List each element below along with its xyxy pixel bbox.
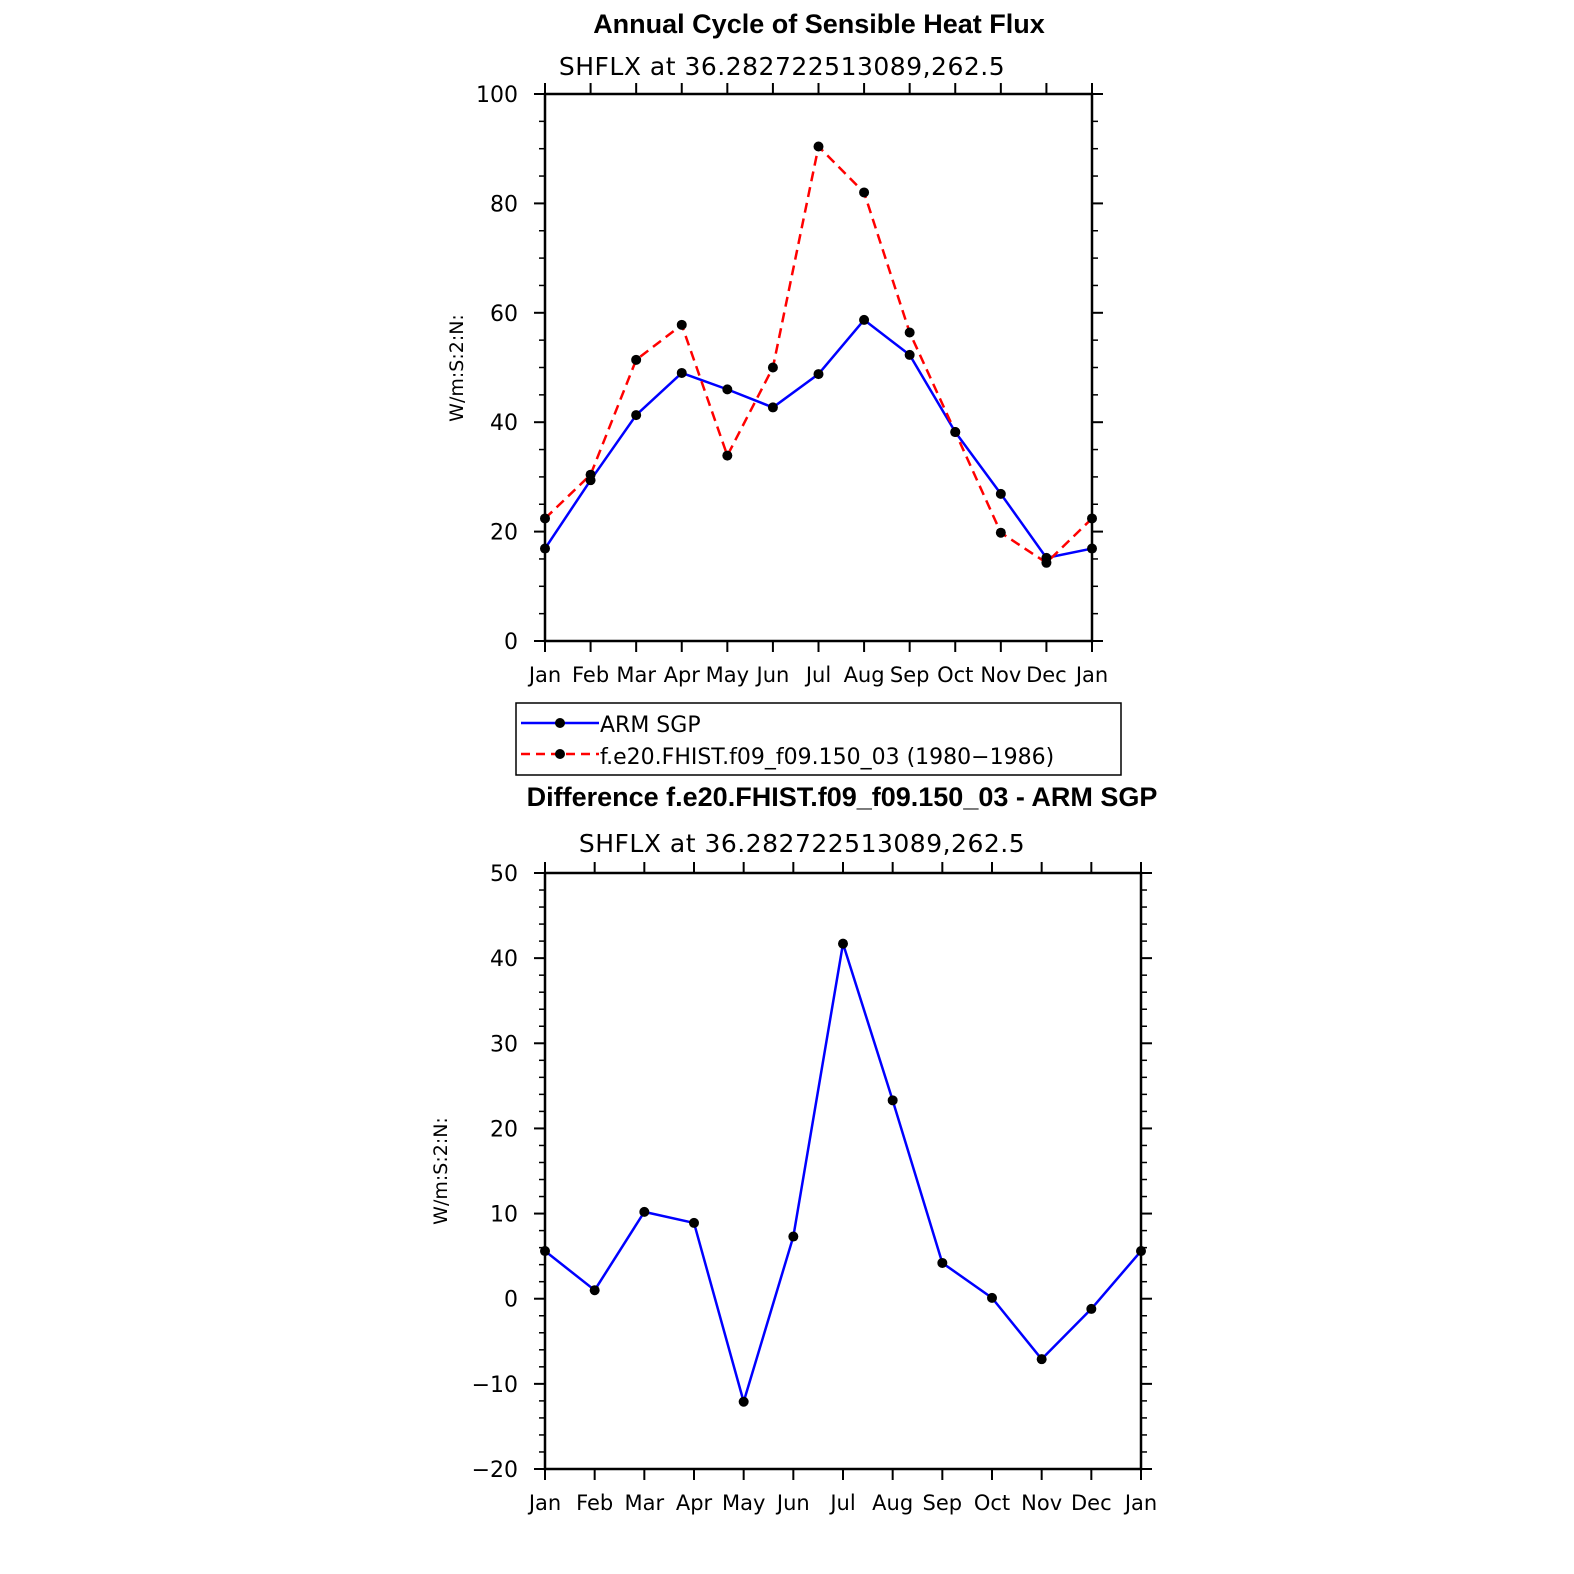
chart1-title: Annual Cycle of Sensible Heat Flux <box>593 9 1045 39</box>
chart1-subtitle: SHFLX at 36.282722513089,262.5 <box>559 52 1005 81</box>
x-tick-label: Jan <box>527 663 561 687</box>
x-tick-label: Mar <box>625 1491 665 1515</box>
data-point-series-0 <box>738 1396 749 1407</box>
x-tick-label: Feb <box>572 663 609 687</box>
chart1-legend: ARM SGP f.e20.FHIST.f09_f09.150_03 (1980… <box>515 702 1122 776</box>
x-tick-label: Feb <box>576 1491 613 1515</box>
x-tick-label: Jan <box>527 1491 561 1515</box>
x-tick-label: Jul <box>804 663 831 687</box>
x-tick-label: Apr <box>676 1491 713 1515</box>
data-point-series-0 <box>937 1257 948 1268</box>
data-point-series-0 <box>838 938 848 949</box>
data-point-series-0 <box>689 1217 699 1228</box>
data-point-series-0 <box>904 349 915 360</box>
x-tick-label: May <box>722 1491 765 1515</box>
data-point-series-1 <box>813 141 824 152</box>
data-point-series-1 <box>767 362 778 373</box>
x-tick-label: Sep <box>890 663 930 687</box>
data-point-series-1 <box>540 513 550 524</box>
y-tick-label: 10 <box>490 1203 518 1228</box>
x-tick-label: Jun <box>775 1491 810 1515</box>
data-point-series-0 <box>589 1285 600 1296</box>
data-point-series-1 <box>1087 513 1097 524</box>
plot-frame <box>543 92 1094 643</box>
y-tick-label: 30 <box>490 1032 518 1057</box>
y-tick-label: −20 <box>472 1458 518 1483</box>
y-tick-label: 0 <box>504 630 518 655</box>
data-point-series-1 <box>676 319 687 330</box>
series-line-0 <box>544 942 1142 1403</box>
x-tick-label: Jan <box>1074 663 1108 687</box>
x-tick-label: Aug <box>844 663 885 687</box>
y-tick-label: 100 <box>476 83 518 108</box>
data-point-series-1 <box>859 187 870 198</box>
y-tick-label: 0 <box>504 1288 518 1313</box>
x-tick-label: Aug <box>872 1491 913 1515</box>
legend-label-model: f.e20.FHIST.f09_f09.150_03 (1980−1986) <box>600 745 1054 770</box>
chart2-plot: Jan Feb Mar Apr May Jun Jul Aug Sep Oct Nov Dec Jan−… <box>472 862 1157 1515</box>
x-tick-label: Nov <box>1021 1491 1062 1515</box>
data-point-series-0 <box>987 1292 997 1303</box>
x-tick-label: Dec <box>1071 1491 1112 1515</box>
chart2-title: Difference f.e20.FHIST.f09_f09.150_03 - … <box>527 782 1158 812</box>
data-point-series-0 <box>1086 1303 1097 1314</box>
data-point-series-0 <box>631 410 642 421</box>
y-tick-label: 50 <box>490 862 518 887</box>
legend-marker-model <box>555 749 565 759</box>
chart1-ylabel: W/m:S:2:N: <box>446 314 468 422</box>
x-tick-label: Jul <box>828 1491 855 1515</box>
data-point-series-0 <box>788 1231 799 1242</box>
x-tick-label: Apr <box>664 663 701 687</box>
data-point-series-0 <box>1087 543 1097 554</box>
data-point-series-1 <box>904 327 915 338</box>
x-tick-label: May <box>706 663 749 687</box>
data-point-series-0 <box>639 1206 650 1217</box>
data-point-series-0 <box>813 369 824 380</box>
data-point-series-0 <box>887 1095 898 1106</box>
plot-frame <box>543 871 1143 1471</box>
data-point-series-0 <box>1036 1354 1047 1365</box>
data-point-series-0 <box>859 314 870 325</box>
series-line-1 <box>544 145 1093 565</box>
y-tick-label: 40 <box>490 411 518 436</box>
y-tick-label: 80 <box>490 192 518 217</box>
data-point-series-0 <box>540 1246 550 1257</box>
chart2-subtitle: SHFLX at 36.282722513089,262.5 <box>579 829 1025 858</box>
data-point-series-1 <box>585 469 596 480</box>
data-point-series-0 <box>540 543 550 554</box>
x-tick-label: Mar <box>616 663 656 687</box>
chart1-plot: Jan Feb Mar Apr May Jun Jul Aug Sep Oct Nov Dec Jan 0… <box>476 83 1108 687</box>
data-point-series-1 <box>950 427 961 438</box>
x-tick-label: Sep <box>923 1491 963 1515</box>
legend-marker-arm <box>555 718 565 728</box>
data-point-series-0 <box>995 488 1006 499</box>
series-line-0 <box>543 318 1093 560</box>
y-tick-label: 60 <box>490 302 518 327</box>
data-point-series-0 <box>722 384 733 395</box>
data-point-series-0 <box>767 402 778 413</box>
y-tick-label: −10 <box>472 1373 518 1398</box>
x-tick-label: Jun <box>755 663 790 687</box>
chart2-ylabel: W/m:S:2:N: <box>430 1117 452 1225</box>
x-tick-label: Oct <box>937 663 973 687</box>
data-point-series-1 <box>1041 557 1052 568</box>
data-point-series-1 <box>995 527 1006 538</box>
data-point-series-0 <box>676 367 687 378</box>
y-tick-label: 20 <box>490 1117 518 1142</box>
x-tick-label: Oct <box>974 1491 1010 1515</box>
x-tick-label: Nov <box>980 663 1021 687</box>
data-point-series-1 <box>722 450 733 461</box>
y-tick-label: 40 <box>490 947 518 972</box>
x-tick-label: Dec <box>1026 663 1067 687</box>
data-point-series-0 <box>1136 1246 1146 1257</box>
y-tick-label: 20 <box>490 521 518 546</box>
x-tick-label: Jan <box>1123 1491 1157 1515</box>
legend-box <box>515 702 1122 776</box>
data-point-series-1 <box>631 354 642 365</box>
legend-label-arm: ARM SGP <box>600 713 701 738</box>
